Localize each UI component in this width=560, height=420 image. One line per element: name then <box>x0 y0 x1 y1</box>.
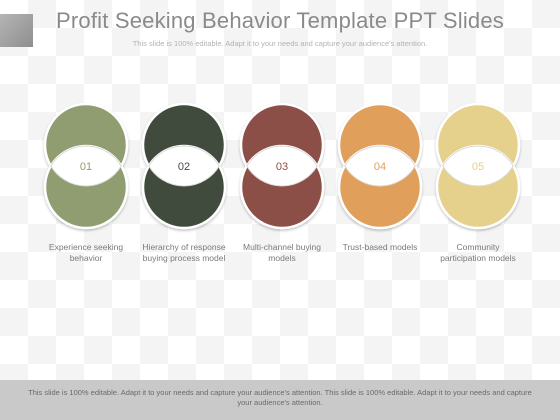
step-2-graphic: 02 <box>141 102 227 230</box>
step-2-lens <box>148 145 220 187</box>
step-1-graphic: 01 <box>43 102 129 230</box>
slide-subtitle[interactable]: This slide is 100% editable. Adapt it to… <box>132 39 428 48</box>
step-4-caption[interactable]: Trust-based models <box>342 242 418 252</box>
step-4-lens <box>344 145 416 187</box>
corner-accent-square <box>0 14 33 47</box>
step-1-caption[interactable]: Experience seeking behavior <box>48 242 124 263</box>
step-1-lens <box>50 145 122 187</box>
slide-title[interactable]: Profit Seeking Behavior Template PPT Sli… <box>55 8 505 33</box>
step-5-lens <box>442 145 514 187</box>
steps-diagram: 01 02 03 04 05 <box>43 102 521 230</box>
step-1-number[interactable]: 01 <box>80 161 92 173</box>
footer-bar: This slide is 100% editable. Adapt it to… <box>0 380 560 420</box>
step-5-number[interactable]: 05 <box>472 161 484 173</box>
step-2-number[interactable]: 02 <box>178 161 190 173</box>
step-3-caption[interactable]: Multi-channel buying models <box>243 242 321 263</box>
footer-text[interactable]: This slide is 100% editable. Adapt it to… <box>28 388 532 407</box>
step-4-number[interactable]: 04 <box>374 161 386 173</box>
step-3-number[interactable]: 03 <box>276 161 288 173</box>
step-5-graphic: 05 <box>435 102 521 230</box>
step-3-graphic: 03 <box>239 102 325 230</box>
step-5-caption[interactable]: Community participation models <box>440 242 516 263</box>
step-3-lens <box>246 145 318 187</box>
step-2-caption[interactable]: Hierarchy of response buying process mod… <box>142 242 226 263</box>
step-4-graphic: 04 <box>337 102 423 230</box>
